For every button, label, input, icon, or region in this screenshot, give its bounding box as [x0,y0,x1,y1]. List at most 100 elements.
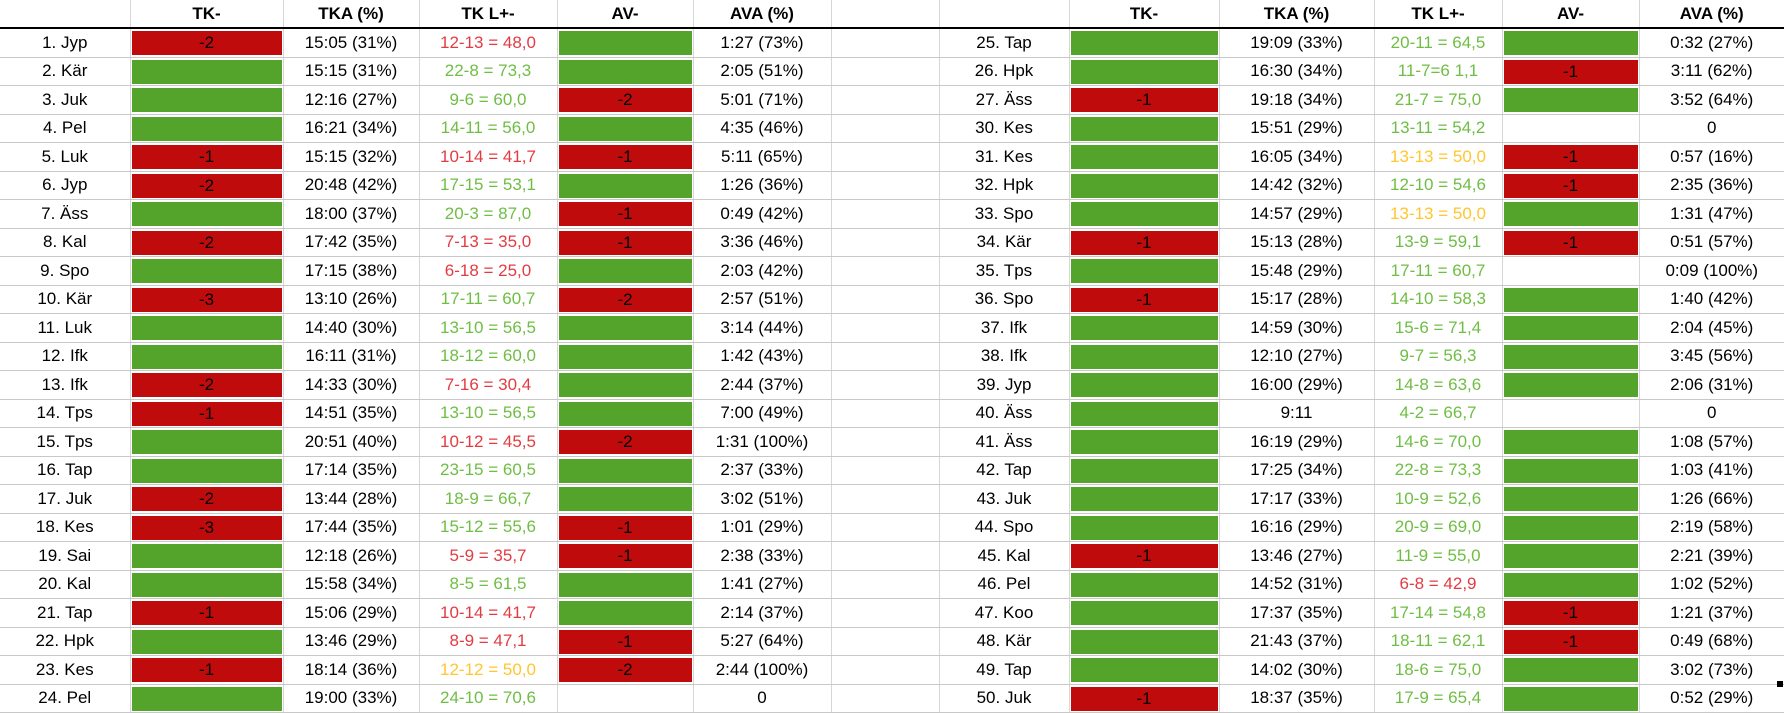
ava-cell-left[interactable]: 5:11 (65%) [693,142,832,172]
row-label-cell-right[interactable]: 47. Koo [939,598,1070,628]
tka-cell-left[interactable]: 14:33 (30%) [283,370,420,400]
av-minus-cell-right[interactable] [1502,342,1640,371]
av-minus-cell-right[interactable] [1502,114,1640,143]
gap-cell[interactable] [831,598,940,628]
row-label-cell-left[interactable]: 17. Juk [0,484,131,514]
av-minus-cell-right[interactable] [1502,484,1640,514]
av-minus-cell-right[interactable] [1502,684,1640,713]
tka-cell-right[interactable]: 9:11 [1219,399,1375,428]
av-minus-cell-right[interactable] [1502,85,1640,115]
tk-l-cell-right[interactable]: 17-9 = 65,4 [1374,684,1503,713]
tk-l-cell-right[interactable]: 18-11 = 62,1 [1374,627,1503,656]
tka-cell-right[interactable]: 14:52 (31%) [1219,570,1375,599]
row-label-cell-left[interactable]: 4. Pel [0,114,131,143]
tk-l-cell-left[interactable]: 10-14 = 41,7 [419,142,558,172]
row-label-cell-right[interactable]: 39. Jyp [939,370,1070,400]
gap-cell[interactable] [831,142,940,172]
av-minus-cell-right[interactable]: -1 [1502,598,1640,628]
gap-cell[interactable] [831,627,940,656]
tka-cell-left[interactable]: 13:10 (26%) [283,285,420,314]
row-label-cell-left[interactable]: 14. Tps [0,399,131,428]
tk-minus-cell-right[interactable] [1069,199,1220,229]
ava-cell-left[interactable]: 4:35 (46%) [693,114,832,143]
tk-l-cell-right[interactable]: 13-11 = 54,2 [1374,114,1503,143]
tka-cell-left[interactable]: 15:15 (32%) [283,142,420,172]
row-label-cell-left[interactable]: 12. Ifk [0,342,131,371]
ava-cell-left[interactable]: 1:26 (36%) [693,171,832,200]
tk-l-cell-left[interactable]: 20-3 = 87,0 [419,199,558,229]
ava-cell-right[interactable]: 1:40 (42%) [1639,285,1784,314]
row-label-cell-right[interactable]: 49. Tap [939,655,1070,685]
ava-cell-right[interactable]: 0 [1639,399,1784,428]
av-minus-cell-left[interactable]: -2 [557,85,694,115]
gap-cell[interactable] [831,199,940,229]
av-minus-cell-left[interactable]: -1 [557,228,694,257]
tka-cell-right[interactable]: 14:59 (30%) [1219,313,1375,343]
av-minus-cell-left[interactable] [557,57,694,86]
tk-minus-cell-left[interactable] [130,256,284,286]
tk-minus-cell-left[interactable]: -2 [130,171,284,200]
av-minus-cell-right[interactable] [1502,313,1640,343]
tka-cell-left[interactable]: 13:44 (28%) [283,484,420,514]
tk-minus-cell-right[interactable]: -1 [1069,285,1220,314]
row-label-cell-right[interactable]: 41. Äss [939,427,1070,457]
tka-cell-left[interactable]: 15:58 (34%) [283,570,420,599]
row-label-cell-right[interactable]: 36. Spo [939,285,1070,314]
row-label-cell-left[interactable]: 22. Hpk [0,627,131,656]
av-minus-cell-right[interactable]: -1 [1502,171,1640,200]
tk-l-cell-left[interactable]: 12-13 = 48,0 [419,28,558,58]
gap-cell[interactable] [831,484,940,514]
row-label-cell-right[interactable]: 42. Tap [939,456,1070,485]
ava-cell-left[interactable]: 2:44 (37%) [693,370,832,400]
av-minus-cell-right[interactable]: -1 [1502,142,1640,172]
tk-l-cell-right[interactable]: 9-7 = 56,3 [1374,342,1503,371]
tka-cell-right[interactable]: 16:00 (29%) [1219,370,1375,400]
av-minus-cell-right[interactable] [1502,570,1640,599]
av-minus-cell-right[interactable] [1502,655,1640,685]
av-minus-cell-right[interactable] [1502,199,1640,229]
tk-l-cell-right[interactable]: 21-7 = 75,0 [1374,85,1503,115]
ava-cell-right[interactable]: 0 [1639,114,1784,143]
gap-cell[interactable] [831,342,940,371]
row-label-cell-right[interactable]: 38. Ifk [939,342,1070,371]
tka-cell-right[interactable]: 17:17 (33%) [1219,484,1375,514]
row-label-cell-left[interactable]: 3. Juk [0,85,131,115]
tka-cell-left[interactable]: 16:21 (34%) [283,114,420,143]
tk-minus-cell-left[interactable]: -3 [130,285,284,314]
row-label-cell-right[interactable]: 30. Kes [939,114,1070,143]
ava-cell-right[interactable]: 3:52 (64%) [1639,85,1784,115]
tka-cell-right[interactable]: 21:43 (37%) [1219,627,1375,656]
gap-cell[interactable] [831,171,940,200]
gap-cell[interactable] [831,85,940,115]
gap-cell[interactable] [831,541,940,571]
tk-l-cell-right[interactable]: 17-11 = 60,7 [1374,256,1503,286]
ava-cell-right[interactable]: 1:08 (57%) [1639,427,1784,457]
tka-cell-right[interactable]: 16:30 (34%) [1219,57,1375,86]
tk-minus-cell-right[interactable] [1069,570,1220,599]
tk-minus-cell-right[interactable] [1069,142,1220,172]
tk-l-cell-left[interactable]: 22-8 = 73,3 [419,57,558,86]
gap-cell[interactable] [831,57,940,86]
av-minus-cell-left[interactable] [557,171,694,200]
tk-l-cell-right[interactable]: 12-10 = 54,6 [1374,171,1503,200]
tka-cell-left[interactable]: 13:46 (29%) [283,627,420,656]
row-label-cell-left[interactable]: 16. Tap [0,456,131,485]
tk-l-cell-left[interactable]: 10-12 = 45,5 [419,427,558,457]
av-minus-cell-right[interactable]: -1 [1502,57,1640,86]
row-label-cell-right[interactable]: 37. Ifk [939,313,1070,343]
tk-minus-cell-left[interactable]: -2 [130,28,284,58]
ava-cell-left[interactable]: 1:27 (73%) [693,28,832,58]
gap-cell[interactable] [831,28,940,58]
ava-cell-right[interactable]: 1:21 (37%) [1639,598,1784,628]
av-minus-cell-right[interactable] [1502,399,1640,428]
header-label-right[interactable] [939,0,1070,29]
ava-cell-right[interactable]: 1:26 (66%) [1639,484,1784,514]
tk-minus-cell-left[interactable]: -3 [130,513,284,542]
row-label-cell-right[interactable]: 32. Hpk [939,171,1070,200]
tk-l-cell-right[interactable]: 13-13 = 50,0 [1374,142,1503,172]
tka-cell-left[interactable]: 20:51 (40%) [283,427,420,457]
tk-l-cell-right[interactable]: 18-6 = 75,0 [1374,655,1503,685]
header-tk-minus-left[interactable]: TK- [130,0,284,29]
row-label-cell-left[interactable]: 2. Kär [0,57,131,86]
av-minus-cell-left[interactable] [557,570,694,599]
